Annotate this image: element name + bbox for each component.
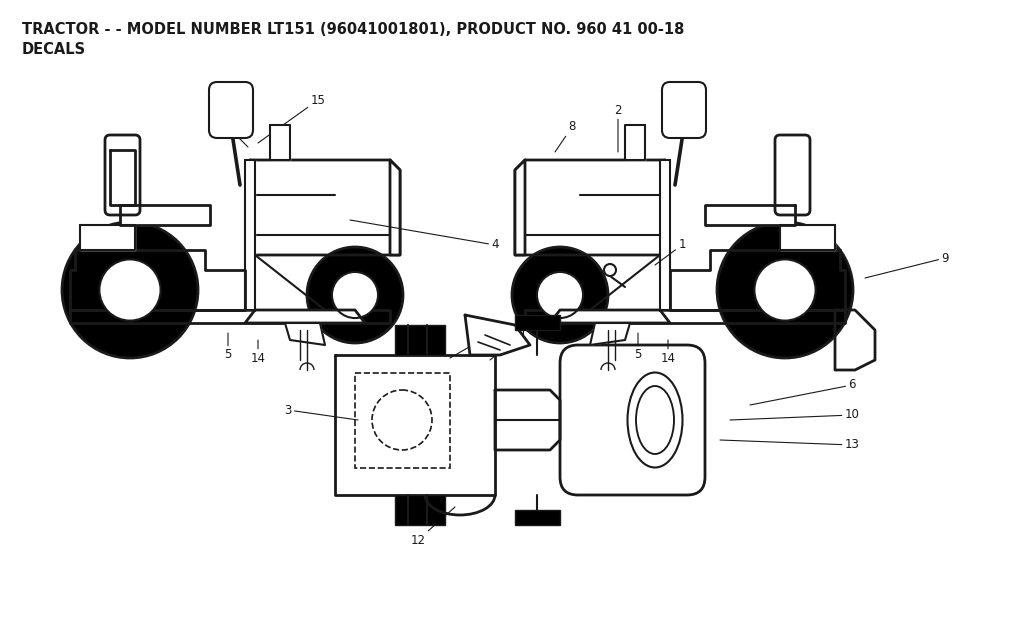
Circle shape (62, 222, 198, 358)
Circle shape (332, 272, 378, 318)
Polygon shape (120, 205, 210, 225)
Polygon shape (250, 160, 400, 255)
Text: TRACTOR - - MODEL NUMBER LT151 (96041001801), PRODUCT NO. 960 41 00-18: TRACTOR - - MODEL NUMBER LT151 (96041001… (22, 22, 684, 37)
Polygon shape (515, 160, 525, 255)
Text: 7: 7 (450, 329, 494, 358)
Polygon shape (660, 160, 670, 310)
Polygon shape (515, 160, 665, 255)
Circle shape (99, 259, 161, 321)
Text: 2: 2 (614, 103, 622, 152)
Polygon shape (550, 310, 670, 323)
Polygon shape (110, 150, 135, 205)
Circle shape (307, 247, 403, 343)
Text: 15: 15 (258, 93, 326, 143)
FancyBboxPatch shape (560, 345, 705, 495)
Circle shape (372, 390, 432, 450)
Ellipse shape (628, 372, 683, 468)
Text: 14: 14 (251, 340, 265, 365)
Text: 3: 3 (285, 403, 358, 420)
Text: 11: 11 (490, 329, 527, 360)
Polygon shape (625, 125, 645, 160)
Ellipse shape (636, 386, 674, 454)
Polygon shape (705, 205, 795, 225)
Polygon shape (245, 310, 365, 323)
Text: 13: 13 (720, 439, 859, 452)
Polygon shape (495, 390, 560, 450)
Polygon shape (780, 225, 835, 250)
Text: 5: 5 (224, 333, 231, 362)
Bar (395, 495, 445, 525)
Polygon shape (465, 315, 530, 355)
Polygon shape (70, 310, 390, 323)
FancyBboxPatch shape (775, 135, 810, 215)
Text: 12: 12 (411, 507, 455, 546)
Bar (515, 315, 560, 330)
Text: 1: 1 (655, 239, 686, 265)
Bar (515, 510, 560, 525)
Circle shape (717, 222, 853, 358)
Text: 6: 6 (750, 379, 856, 405)
Polygon shape (270, 125, 290, 160)
Text: 9: 9 (865, 252, 949, 278)
Text: 4: 4 (350, 220, 499, 252)
Circle shape (755, 259, 815, 321)
FancyBboxPatch shape (209, 82, 253, 138)
Polygon shape (835, 310, 874, 370)
Polygon shape (525, 310, 845, 323)
Text: 14: 14 (660, 340, 676, 365)
Polygon shape (285, 323, 325, 345)
Circle shape (537, 272, 583, 318)
Text: 10: 10 (730, 408, 859, 422)
Polygon shape (335, 355, 495, 495)
Polygon shape (670, 250, 845, 310)
Circle shape (604, 264, 616, 276)
Polygon shape (590, 323, 630, 345)
Circle shape (512, 247, 608, 343)
Text: 8: 8 (555, 121, 575, 152)
Text: 2: 2 (224, 121, 248, 147)
Polygon shape (70, 250, 245, 310)
Bar (355, 373, 450, 468)
Polygon shape (80, 225, 135, 250)
FancyBboxPatch shape (105, 135, 140, 215)
Polygon shape (245, 160, 255, 310)
Bar (395, 325, 445, 355)
Text: DECALS: DECALS (22, 42, 86, 57)
FancyBboxPatch shape (662, 82, 706, 138)
Text: 5: 5 (634, 333, 642, 362)
Polygon shape (390, 160, 400, 255)
